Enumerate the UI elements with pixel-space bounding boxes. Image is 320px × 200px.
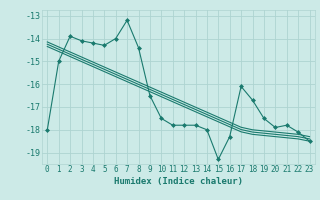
X-axis label: Humidex (Indice chaleur): Humidex (Indice chaleur): [114, 177, 243, 186]
